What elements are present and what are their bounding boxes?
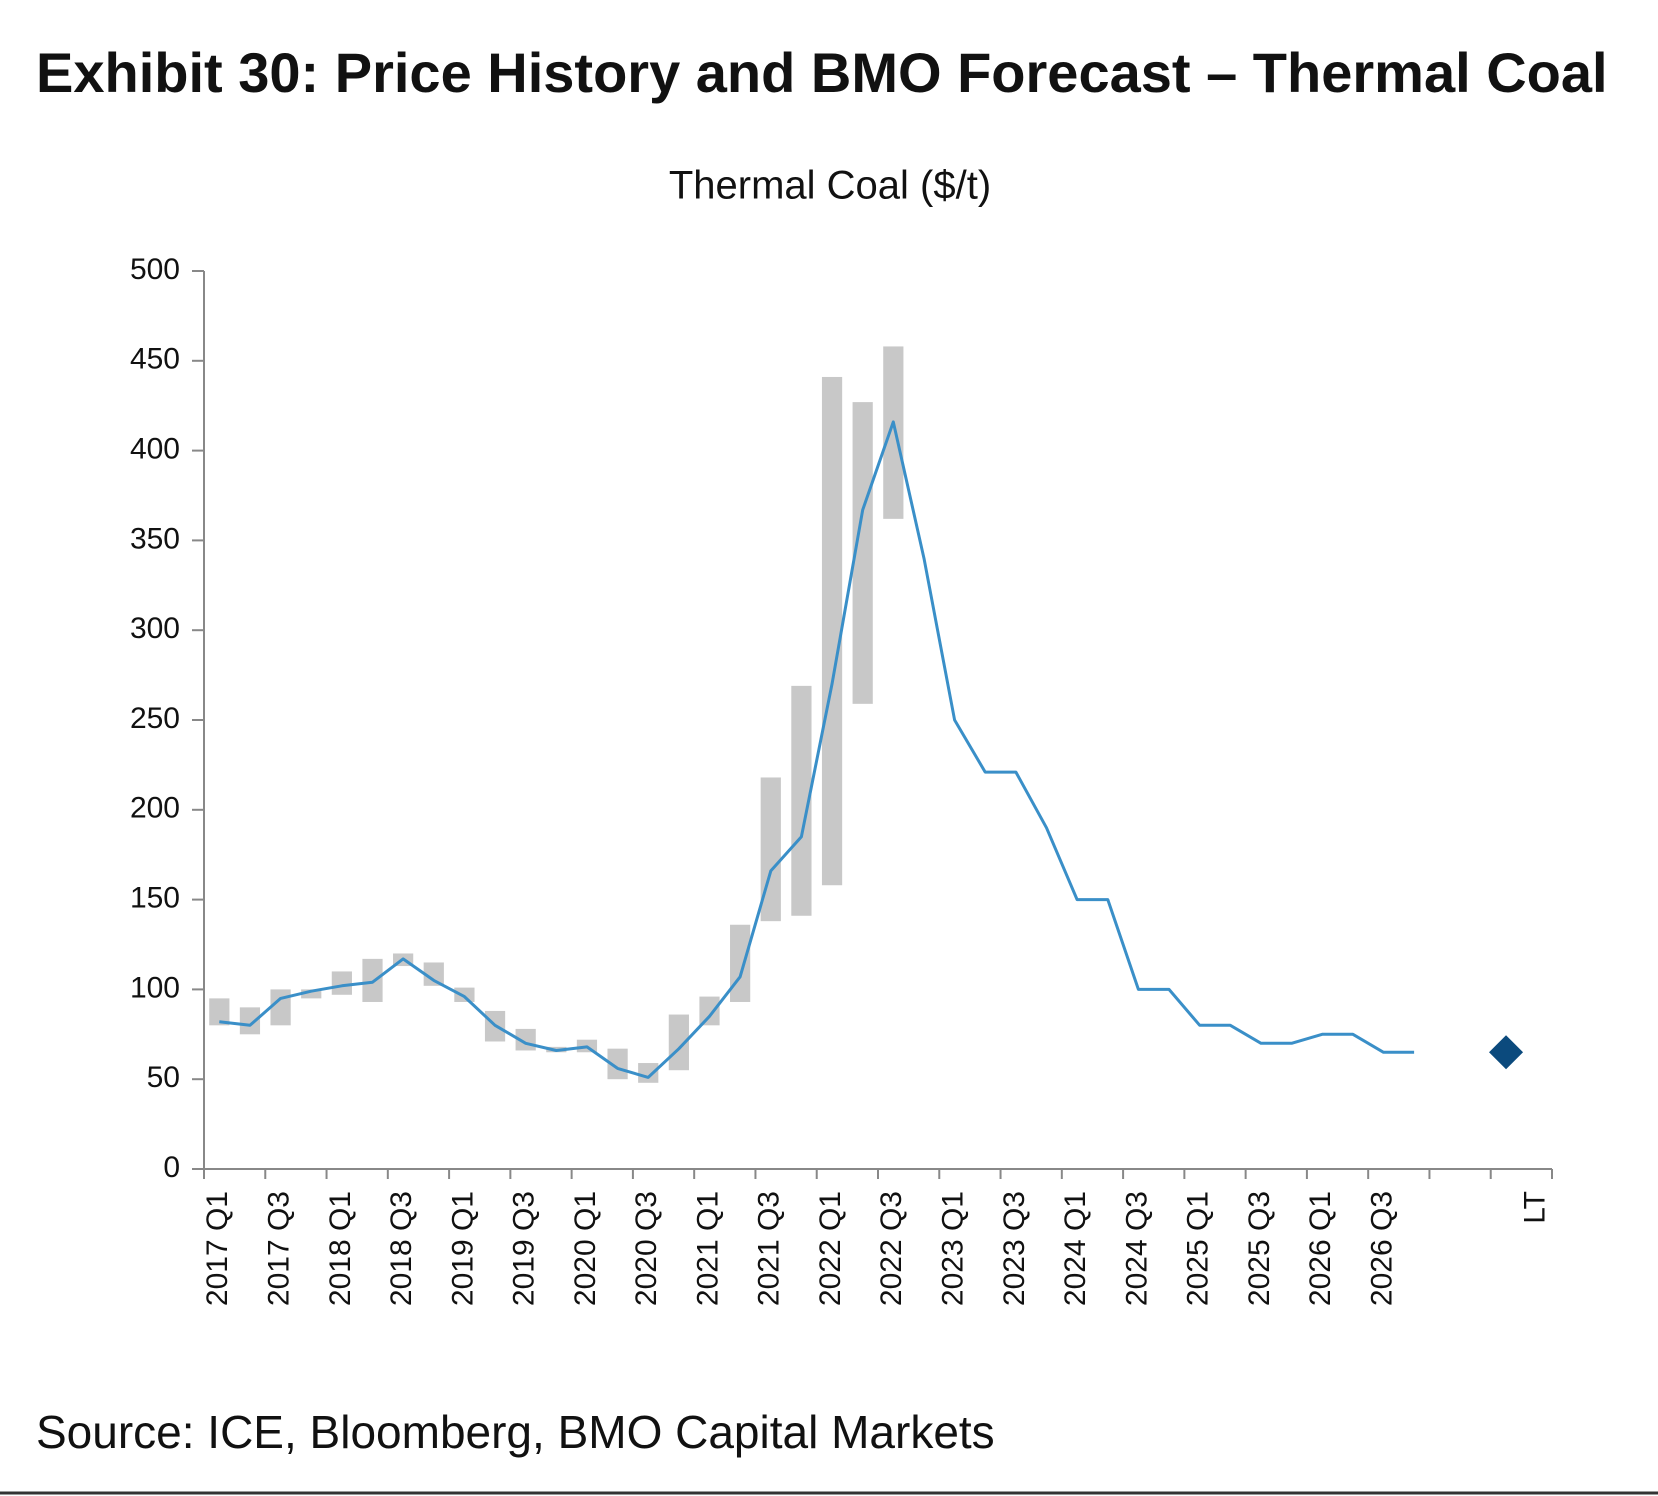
x-tick-label: 2022 Q1: [814, 1191, 847, 1306]
range-bar: [454, 987, 475, 1002]
x-tick-label: 2023 Q1: [937, 1191, 970, 1306]
x-tick-label: 2026 Q1: [1304, 1191, 1337, 1306]
range-bar: [852, 402, 873, 704]
y-tick-label: 100: [130, 971, 180, 1004]
y-tick-label: 50: [147, 1061, 180, 1094]
x-tick-label: 2026 Q3: [1365, 1191, 1398, 1306]
chart-title: Thermal Coal ($/t): [669, 164, 991, 208]
x-tick-label: 2020 Q1: [569, 1191, 602, 1306]
y-tick-label: 300: [130, 612, 180, 645]
range-bar: [301, 989, 322, 999]
x-tick-label: 2018 Q1: [324, 1191, 357, 1306]
range-bar: [883, 346, 904, 519]
y-tick-label: 500: [130, 253, 180, 286]
page-title: Exhibit 30: Price History and BMO Foreca…: [36, 41, 1608, 104]
x-tick-label: 2021 Q1: [691, 1191, 724, 1306]
range-bar: [331, 971, 352, 995]
y-tick-label: 450: [130, 343, 180, 376]
range-bar: [270, 989, 291, 1026]
range-bar: [239, 1007, 261, 1035]
range-bar: [791, 685, 812, 916]
x-tick-label: 2024 Q1: [1059, 1191, 1092, 1306]
x-tick-label: 2018 Q3: [385, 1191, 418, 1306]
range-bar: [423, 962, 444, 986]
range-bar: [638, 1063, 659, 1083]
range-bar: [668, 1014, 689, 1071]
x-tick-label: 2017 Q3: [263, 1191, 296, 1306]
y-tick-label: 150: [130, 882, 180, 915]
x-tick-label: 2021 Q3: [753, 1191, 786, 1306]
price-line: [219, 420, 1415, 1079]
x-tick-label: LT: [1519, 1191, 1552, 1224]
y-tick-label: 400: [130, 433, 180, 466]
x-tick-label: 2024 Q3: [1120, 1191, 1153, 1306]
x-tick-label: 2022 Q3: [875, 1191, 908, 1306]
y-tick-label: 0: [163, 1151, 180, 1184]
y-tick-label: 250: [130, 702, 180, 735]
range-bar: [607, 1048, 628, 1080]
range-bar: [209, 998, 230, 1026]
x-tick-label: 2025 Q3: [1243, 1191, 1276, 1306]
x-tick-label: 2023 Q3: [998, 1191, 1031, 1306]
source: Source: ICE, Bloomberg, BMO Capital Mark…: [36, 1406, 995, 1458]
range-bar: [730, 924, 751, 1002]
y-tick-label: 200: [130, 792, 180, 825]
x-tick-label: 2020 Q3: [630, 1191, 663, 1306]
range-bar: [821, 376, 843, 886]
range-bar: [699, 996, 720, 1026]
y-tick-label: 350: [130, 522, 180, 555]
x-tick-label: 2017 Q1: [201, 1191, 234, 1306]
x-tick-label: 2019 Q3: [508, 1191, 541, 1306]
x-tick-label: 2019 Q1: [446, 1191, 479, 1306]
x-tick-label: 2025 Q1: [1182, 1191, 1215, 1306]
lt-marker: [1489, 1035, 1524, 1070]
